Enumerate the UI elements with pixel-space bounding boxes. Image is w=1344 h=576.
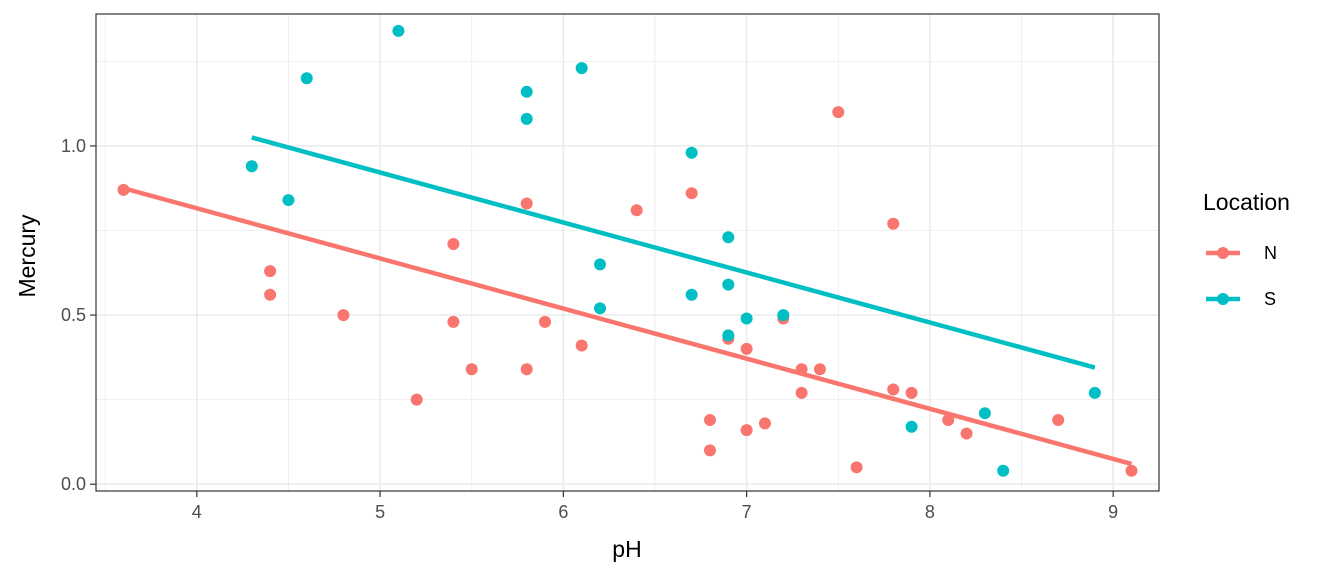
data-point-N [960,427,973,440]
data-point-S [392,24,405,37]
x-tick-label: 9 [1108,502,1118,522]
data-point-N [520,197,533,210]
data-point-N [1052,413,1065,426]
panel-background [96,14,1159,491]
data-point-N [337,309,350,322]
data-point-S [520,112,533,125]
data-point-N [447,238,460,251]
minor-gridlines [96,14,1159,491]
data-point-S [722,329,735,342]
data-point-S [300,72,313,85]
legend-title: Location [1203,189,1290,215]
data-point-N [813,363,826,376]
data-point-S [685,146,698,159]
data-point-N [795,386,808,399]
data-point-S [575,62,588,75]
data-point-N [264,265,277,278]
fit-line-N [122,186,1133,467]
data-point-N [539,315,552,328]
data-point-N [740,342,753,355]
legend-key-point-S [1217,293,1229,305]
data-point-S [282,194,295,207]
data-point-N [520,363,533,376]
data-point-S [245,160,258,173]
data-point-S [740,312,753,325]
x-tick-label: 6 [558,502,568,522]
data-point-N [758,417,771,430]
legend-label-S: S [1264,289,1276,309]
data-point-N [575,339,588,352]
y-tick-label: 0.5 [61,305,86,325]
data-point-S [685,288,698,301]
panel-border [95,13,1160,492]
data-point-N [942,413,955,426]
data-point-S [777,309,790,322]
regression-lines [122,135,1133,467]
data-point-S [997,464,1010,477]
data-point-N [447,315,460,328]
data-point-S [978,407,991,420]
tick-labels: 4 5 6 7 8 9 0.0 0.5 1.0 [61,136,1118,522]
data-point-S [1088,386,1101,399]
y-tick-label: 1.0 [61,136,86,156]
data-point-S [722,278,735,291]
data-point-N [887,383,900,396]
x-tick-label: 4 [192,502,202,522]
axis-ticks [90,145,1114,497]
legend-key-point-N [1217,247,1229,259]
data-point-N [905,386,918,399]
y-axis-title: Mercury [14,214,40,298]
data-point-S [594,302,607,315]
data-point-N [264,288,277,301]
data-points [117,24,1138,477]
data-point-N [832,106,845,119]
data-point-N [1125,464,1138,477]
data-point-S [905,420,918,433]
data-point-N [703,413,716,426]
data-point-N [685,187,698,200]
data-point-N [410,393,423,406]
data-point-N [703,444,716,457]
x-axis-title: pH [612,536,641,562]
fit-line-S [251,135,1096,370]
data-point-N [850,461,863,474]
data-point-N [630,204,643,217]
x-tick-label: 5 [375,502,385,522]
data-point-N [117,183,130,196]
major-gridlines [96,14,1159,491]
legend: Location N S [1203,189,1290,309]
legend-label-N: N [1264,243,1277,263]
data-point-S [722,231,735,244]
x-tick-label: 7 [742,502,752,522]
x-tick-label: 8 [925,502,935,522]
data-point-S [594,258,607,271]
y-tick-label: 0.0 [61,474,86,494]
data-point-N [887,217,900,230]
data-point-N [740,424,753,437]
data-point-N [465,363,478,376]
data-point-N [795,363,808,376]
data-point-S [520,85,533,98]
